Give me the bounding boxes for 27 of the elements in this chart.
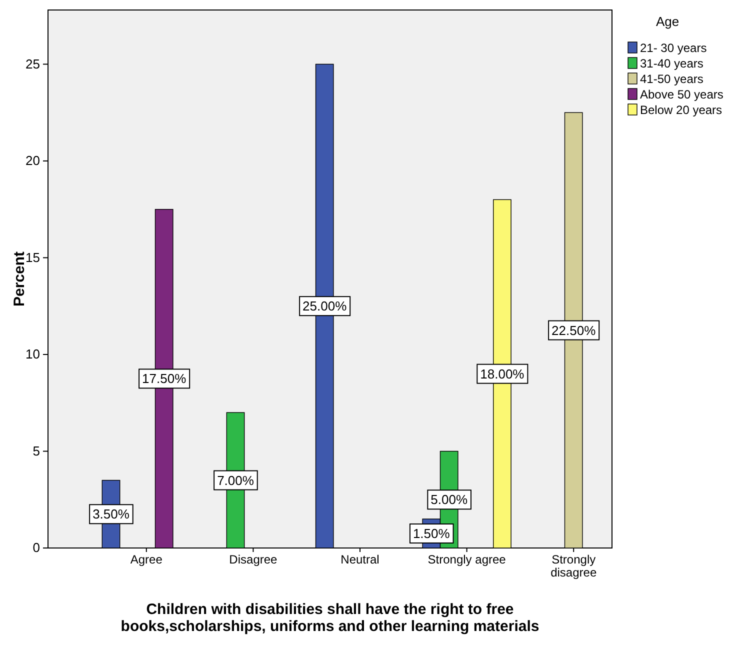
y-tick-label: 10 <box>26 346 40 362</box>
legend-label: 21- 30 years <box>640 41 707 55</box>
data-label: 25.00% <box>302 298 348 314</box>
y-axis-title: Percent <box>11 251 28 307</box>
data-label: 22.50% <box>552 322 596 338</box>
x-tick-label: Strongly disagree <box>550 552 597 580</box>
y-tick-label: 0 <box>32 540 40 556</box>
legend-label: 41-50 years <box>640 72 704 86</box>
data-label: 7.00% <box>217 472 254 488</box>
data-label: 5.00% <box>430 492 468 508</box>
legend-label: Above 50 years <box>640 88 724 102</box>
legend-label: 31-40 years <box>640 56 704 70</box>
x-tick-label: Neutral <box>340 552 380 567</box>
x-tick-label: Strongly agree <box>428 552 506 567</box>
y-tick-label: 20 <box>26 153 40 168</box>
legend-title: Age <box>656 14 680 29</box>
data-label: 3.50% <box>92 506 130 522</box>
y-tick-label: 5 <box>32 443 40 458</box>
x-tick-label: Disagree <box>229 552 278 567</box>
legend-label: Below 20 years <box>640 103 722 117</box>
y-tick-label: 15 <box>26 250 40 265</box>
x-axis-title: Children with disabilities shall have the right to free books,scholarships, uniforms and other learning materials <box>120 601 540 635</box>
data-label: 1.50% <box>412 526 450 541</box>
x-tick-label: Agree <box>130 552 163 567</box>
data-label: 17.50% <box>142 371 187 386</box>
data-label: 18.00% <box>480 366 525 382</box>
y-tick-label: 25 <box>26 56 40 72</box>
